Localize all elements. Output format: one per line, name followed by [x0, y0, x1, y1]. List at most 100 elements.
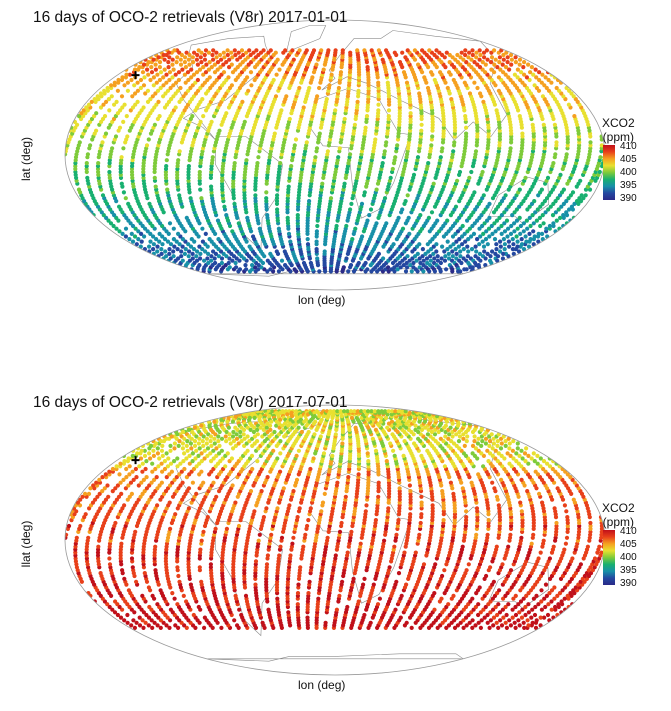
- retrieval-point: [102, 114, 108, 119]
- retrieval-point: [235, 427, 240, 432]
- retrieval-point: [367, 213, 372, 218]
- retrieval-point: [457, 169, 463, 175]
- retrieval-point: [225, 419, 230, 424]
- retrieval-point: [400, 207, 405, 212]
- retrieval-point: [230, 434, 236, 439]
- retrieval-point: [89, 116, 95, 122]
- retrieval-point: [450, 254, 455, 259]
- retrieval-point: [477, 226, 482, 231]
- retrieval-point: [222, 55, 227, 60]
- retrieval-point: [447, 52, 452, 58]
- retrieval-point: [554, 218, 559, 223]
- retrieval-point: [115, 612, 120, 618]
- retrieval-point: [128, 480, 134, 485]
- retrieval-point: [135, 99, 140, 104]
- retrieval-point: [574, 199, 580, 204]
- retrieval-point: [125, 134, 130, 139]
- retrieval-point: [438, 70, 443, 75]
- retrieval-point: [118, 108, 123, 113]
- retrieval-point: [227, 65, 232, 70]
- retrieval-point: [88, 143, 93, 148]
- retrieval-point: [527, 204, 532, 209]
- retrieval-point: [450, 234, 456, 239]
- retrieval-point: [121, 190, 126, 195]
- retrieval-point: [255, 439, 260, 444]
- retrieval-point: [196, 48, 201, 53]
- retrieval-point: [588, 143, 593, 148]
- retrieval-point: [157, 456, 162, 461]
- retrieval-point: [281, 486, 286, 491]
- retrieval-point: [171, 83, 176, 88]
- retrieval-point: [233, 593, 238, 598]
- retrieval-point: [257, 226, 262, 231]
- retrieval-point: [231, 439, 236, 444]
- retrieval-point: [213, 251, 218, 256]
- retrieval-point: [230, 483, 235, 488]
- retrieval-point: [541, 221, 546, 226]
- retrieval-point: [176, 70, 182, 75]
- retrieval-point: [344, 256, 349, 261]
- retrieval-point: [170, 591, 175, 596]
- retrieval-point: [261, 48, 266, 53]
- retrieval-point: [564, 152, 569, 157]
- retrieval-point: [108, 221, 114, 226]
- retrieval-point: [502, 242, 507, 247]
- retrieval-point: [446, 256, 452, 261]
- retrieval-point: [523, 234, 528, 239]
- retrieval-point: [289, 164, 294, 169]
- retrieval-point: [178, 62, 184, 67]
- retrieval-point: [206, 50, 211, 55]
- retrieval-point: [177, 439, 182, 444]
- retrieval-point: [567, 88, 572, 93]
- retrieval-point: [415, 269, 420, 274]
- retrieval-point: [141, 550, 146, 555]
- retrieval-point: [313, 155, 318, 160]
- retrieval-point: [558, 172, 563, 177]
- retrieval-point: [100, 489, 105, 494]
- retrieval-point: [245, 448, 250, 453]
- retrieval-point: [107, 604, 112, 610]
- retrieval-point: [194, 258, 200, 263]
- retrieval-point: [255, 432, 260, 437]
- retrieval-point: [123, 196, 128, 201]
- retrieval-point: [219, 260, 224, 266]
- retrieval-point: [429, 70, 434, 75]
- retrieval-point: [228, 441, 233, 446]
- retrieval-point: [598, 155, 603, 160]
- retrieval-point: [266, 607, 271, 612]
- retrieval-point: [529, 65, 535, 70]
- retrieval-point: [133, 102, 138, 107]
- retrieval-point: [203, 249, 208, 254]
- retrieval-point: [191, 247, 197, 252]
- retrieval-point: [482, 55, 487, 60]
- retrieval-point: [138, 244, 143, 249]
- retrieval-point: [290, 414, 295, 419]
- retrieval-point: [168, 85, 173, 91]
- retrieval-point: [135, 80, 140, 85]
- retrieval-point: [489, 67, 494, 72]
- retrieval-point: [187, 62, 192, 67]
- retrieval-point: [454, 239, 459, 244]
- retrieval-point: [539, 80, 544, 85]
- retrieval-point: [161, 620, 166, 625]
- retrieval-point: [202, 52, 207, 58]
- retrieval-point: [403, 55, 408, 60]
- retrieval-point: [109, 83, 114, 88]
- retrieval-point: [380, 57, 385, 62]
- retrieval-point: [531, 143, 536, 148]
- retrieval-point: [212, 441, 217, 446]
- retrieval-point: [264, 425, 269, 430]
- retrieval-point: [199, 469, 204, 474]
- retrieval-point: [386, 265, 391, 270]
- retrieval-point: [253, 576, 258, 581]
- retrieval-point: [199, 196, 204, 201]
- retrieval-point: [194, 434, 199, 439]
- retrieval-point: [159, 480, 164, 485]
- retrieval-point: [187, 258, 192, 263]
- retrieval-point: [385, 80, 390, 85]
- retrieval-point: [195, 62, 200, 67]
- retrieval-point: [353, 226, 358, 231]
- retrieval-point: [114, 497, 119, 502]
- retrieval-point: [190, 459, 195, 464]
- retrieval-point: [244, 158, 249, 163]
